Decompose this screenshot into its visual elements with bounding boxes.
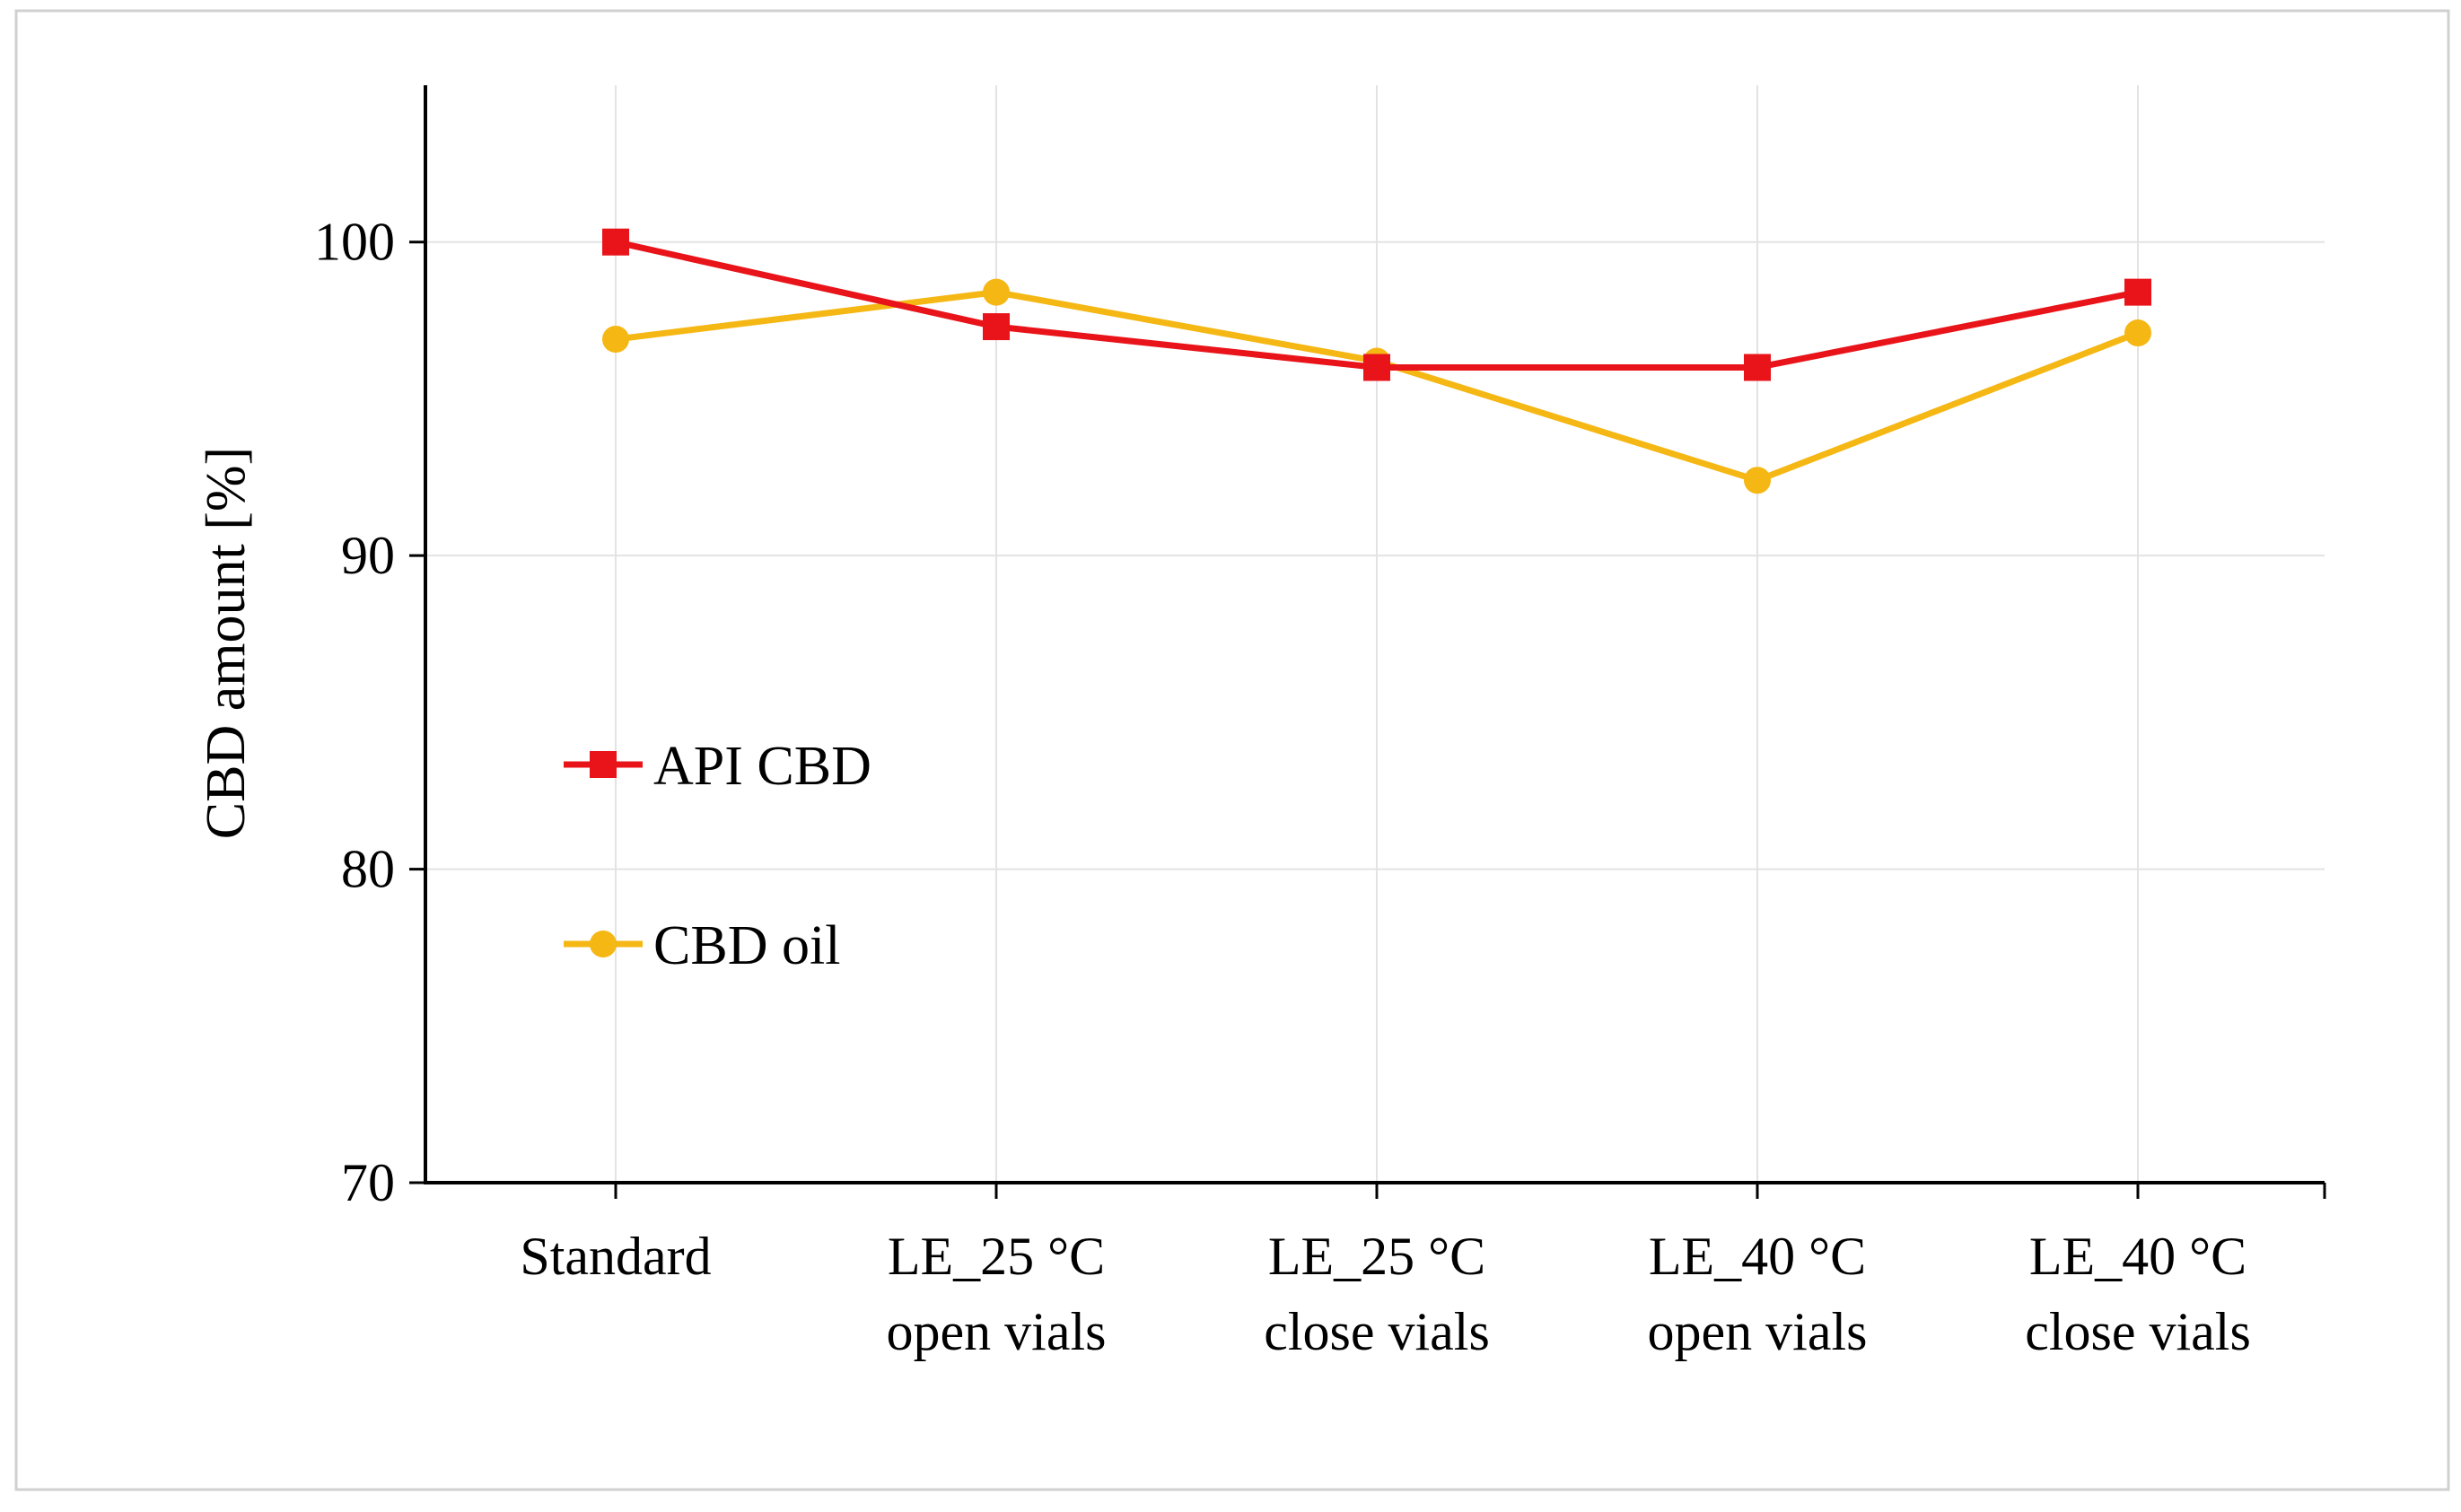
x-tick-label-line: LE_25 °C [1268, 1227, 1485, 1286]
x-tick-label: LE_25 °C close vials [1264, 1227, 1490, 1361]
data-point-square [1744, 354, 1771, 381]
x-tick-label-line: close vials [1264, 1302, 1490, 1361]
x-tick-label-line: close vials [2025, 1302, 2251, 1361]
data-point-square [2124, 278, 2151, 306]
data-point-square [590, 751, 617, 778]
y-axis-title: CBD amount [%] [196, 447, 257, 839]
x-tick-label-line: open vials [887, 1302, 1107, 1361]
y-tick-label: 80 [341, 840, 395, 899]
x-tick-label: Standard [520, 1227, 711, 1286]
legend-entry: API CBD [564, 736, 871, 797]
axes [409, 85, 2326, 1199]
x-tick-label-line: LE_40 °C [1649, 1227, 1866, 1286]
data-point-square [602, 228, 629, 256]
x-tick-label-line: Standard [520, 1227, 711, 1286]
y-tick-label: 90 [341, 526, 395, 585]
series-lines [602, 228, 2151, 494]
y-tick-label: 100 [314, 213, 395, 272]
data-point-circle [602, 326, 629, 354]
x-tick-label: LE_40 °C open vials [1648, 1227, 1868, 1361]
data-point-circle [983, 278, 1010, 306]
markers-api-cbd [602, 228, 2151, 381]
figure-border [14, 9, 2450, 1491]
legend-label: API CBD [653, 736, 871, 797]
x-tick-label: LE_40 °C close vials [2025, 1227, 2251, 1361]
x-tick-label-line: open vials [1648, 1302, 1868, 1361]
legend-label: CBD oil [653, 915, 840, 976]
data-point-circle [590, 931, 617, 957]
grid-lines [425, 85, 2325, 1183]
data-point-circle [1744, 467, 1771, 494]
x-tick-label: LE_25 °C open vials [887, 1227, 1107, 1361]
data-point-circle [2124, 319, 2151, 347]
legend-entry: CBD oil [564, 915, 840, 976]
x-tick-label-line: LE_40 °C [2029, 1227, 2246, 1286]
data-point-square [983, 313, 1010, 341]
data-point-square [1363, 354, 1390, 381]
legend: API CBD CBD oil [564, 736, 871, 976]
x-tick-label-line: LE_25 °C [888, 1227, 1105, 1286]
y-tick-label: 70 [341, 1153, 395, 1212]
